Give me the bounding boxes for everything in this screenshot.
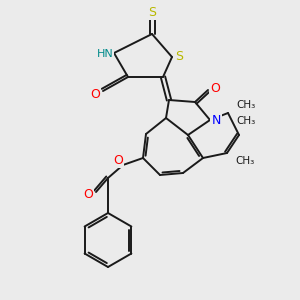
Text: HN: HN [97,49,113,59]
Text: N: N [211,115,221,128]
Text: S: S [175,50,183,62]
Text: CH₃: CH₃ [236,100,256,110]
Text: O: O [113,154,123,166]
Text: CH₃: CH₃ [236,156,255,166]
Text: O: O [90,88,100,100]
Text: S: S [148,5,156,19]
Text: O: O [83,188,93,202]
Text: O: O [210,82,220,94]
Text: CH₃: CH₃ [236,116,256,126]
